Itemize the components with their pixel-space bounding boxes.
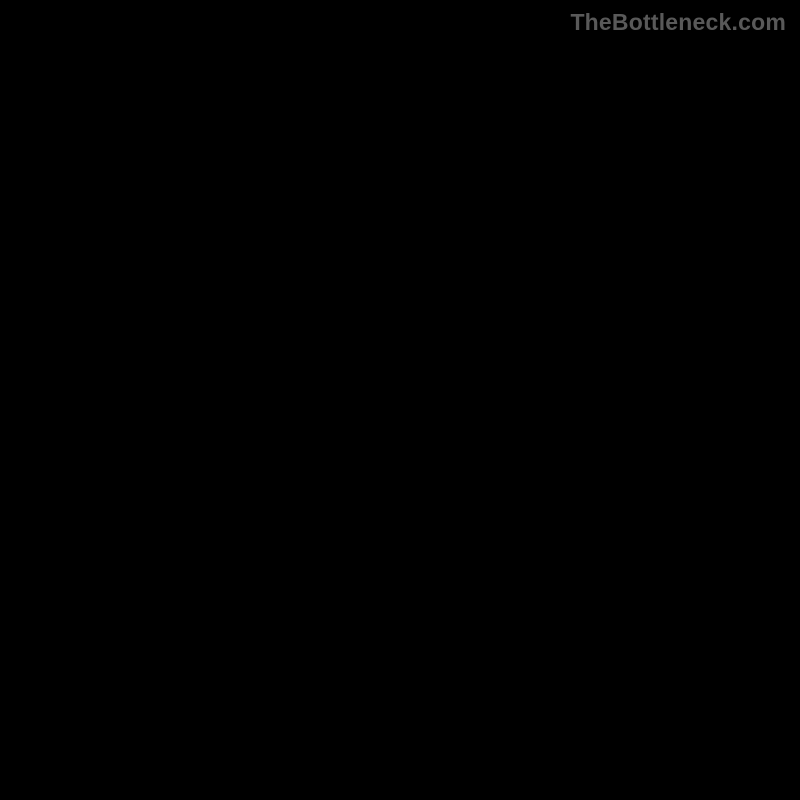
bottleneck-heatmap: { "meta": { "source_watermark": "TheBott… — [0, 0, 800, 800]
source-watermark: TheBottleneck.com — [570, 9, 786, 36]
bottleneck-heatmap-canvas — [0, 0, 800, 800]
